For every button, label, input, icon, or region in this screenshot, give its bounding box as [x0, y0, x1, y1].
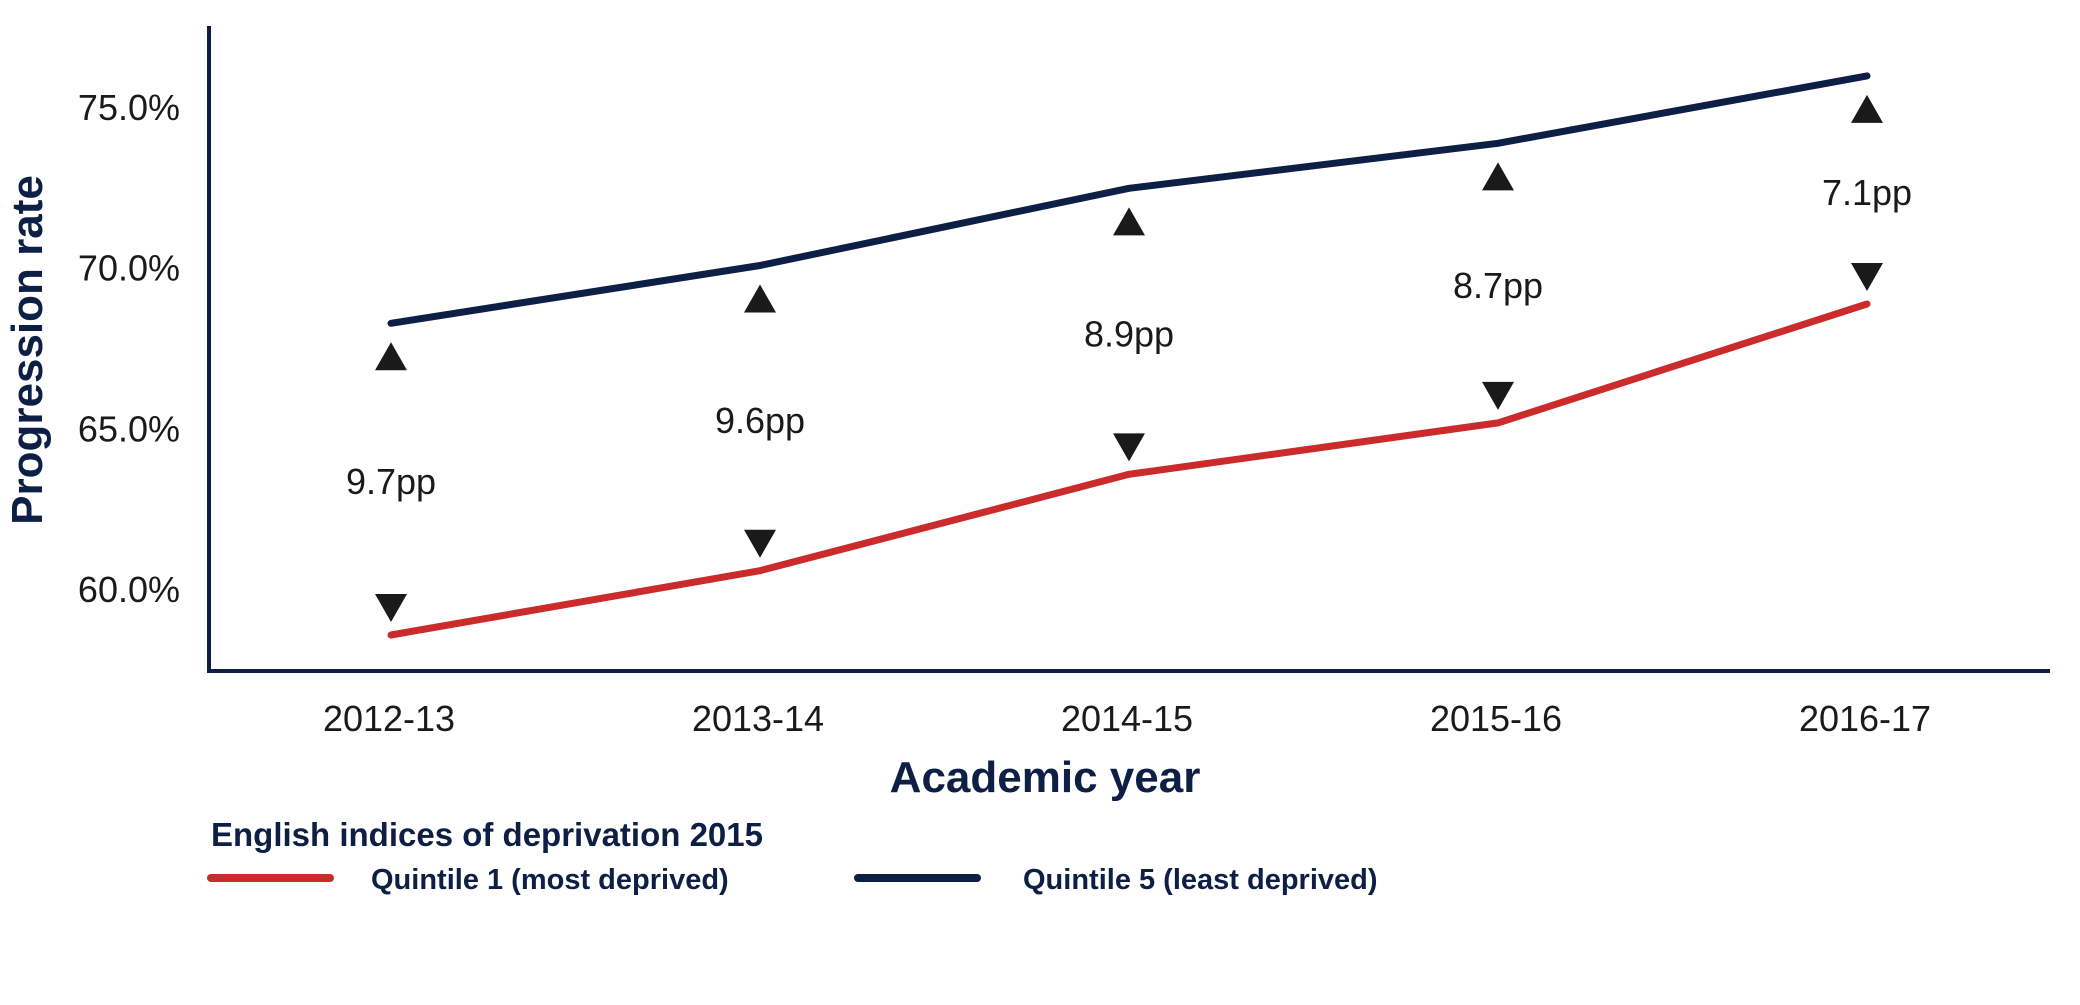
- gap-label: 8.7pp: [1453, 265, 1543, 306]
- gap-up-triangle-icon: [375, 342, 407, 371]
- gap-down-triangle-icon: [744, 529, 776, 558]
- y-tick-label: 60.0%: [78, 569, 180, 610]
- series-line-quintile-1: [387, 300, 1871, 639]
- x-tick-label: 2013-14: [692, 698, 824, 739]
- x-tick-label: 2016-17: [1799, 698, 1931, 739]
- gap-label: 9.7pp: [346, 461, 436, 502]
- x-axis-title: Academic year: [890, 753, 1201, 802]
- y-tick-label: 65.0%: [78, 408, 180, 449]
- gap-down-triangle-icon: [375, 593, 407, 622]
- gap-label: 9.6pp: [715, 400, 805, 441]
- gap-label: 7.1pp: [1822, 172, 1912, 213]
- y-tick-label: 75.0%: [78, 87, 180, 128]
- gap-up-triangle-icon: [744, 284, 776, 313]
- gap-up-triangle-icon: [1482, 162, 1514, 191]
- y-tick-labels: 60.0% 65.0% 70.0% 75.0%: [78, 87, 180, 610]
- x-tick-label: 2015-16: [1430, 698, 1562, 739]
- series-line-quintile-5: [387, 72, 1871, 327]
- y-tick-label: 70.0%: [78, 248, 180, 289]
- series-lines: [387, 72, 1871, 639]
- legend-title: English indices of deprivation 2015: [211, 816, 763, 853]
- gap-down-triangle-icon: [1482, 381, 1514, 410]
- gap-label: 8.9pp: [1084, 313, 1174, 354]
- gap-up-triangle-icon: [1851, 94, 1883, 123]
- gap-up-triangle-icon: [1113, 207, 1145, 236]
- legend-label-quintile-1: Quintile 1 (most deprived): [371, 864, 729, 896]
- y-axis-title: Progression rate: [3, 175, 52, 525]
- x-tick-label: 2014-15: [1061, 698, 1193, 739]
- gap-down-triangle-icon: [1113, 433, 1145, 462]
- gap-down-triangle-icon: [1851, 263, 1883, 292]
- gap-annotations: 9.7pp 9.6pp 8.9pp 8.7pp 7.1pp: [346, 94, 1912, 622]
- x-tick-label: 2012-13: [323, 698, 455, 739]
- legend-label-quintile-5: Quintile 5 (least deprived): [1023, 864, 1378, 896]
- legend: English indices of deprivation 2015 Quin…: [207, 816, 1378, 896]
- x-tick-labels: 2012-13 2013-14 2014-15 2015-16 2016-17: [323, 698, 1931, 739]
